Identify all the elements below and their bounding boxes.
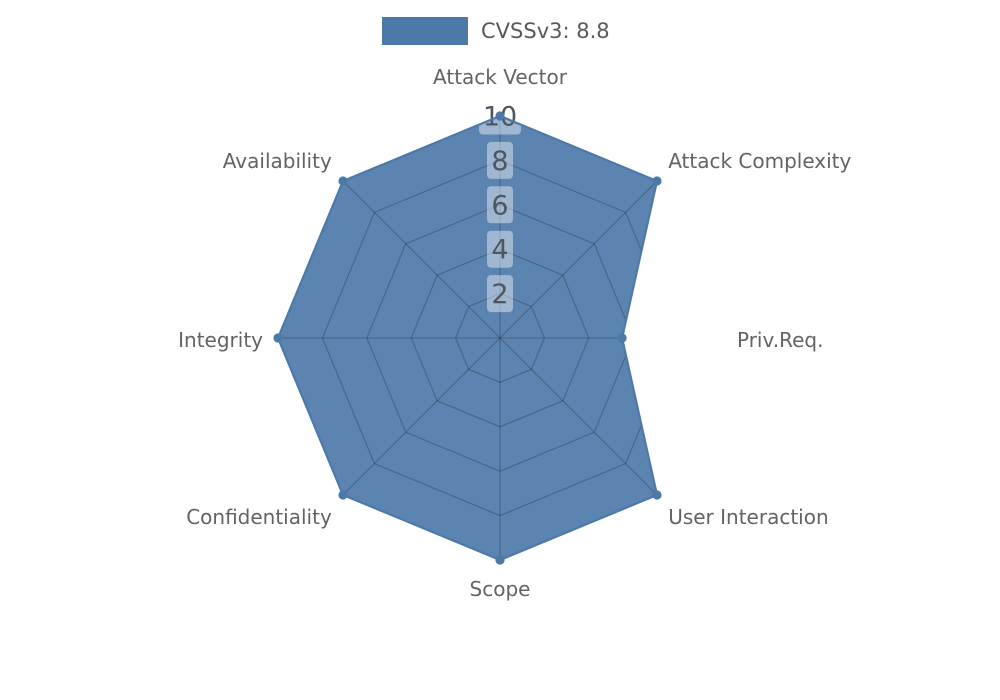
vertex-marker xyxy=(495,555,505,565)
grid-spoke xyxy=(499,337,657,496)
grid-ring xyxy=(410,248,590,428)
axis-label-confidentiality: Confidentiality xyxy=(186,505,332,529)
vertex-marker xyxy=(495,111,505,121)
axis-label-attack-vector: Attack Vector xyxy=(433,65,568,89)
vertex-marker xyxy=(273,333,283,343)
axis-label-availability: Availability xyxy=(223,149,332,173)
grid-ring xyxy=(455,293,545,383)
tick-label-box xyxy=(487,230,513,268)
tick-label: 6 xyxy=(491,190,508,221)
axis-label-priv-req: Priv.Req. xyxy=(737,328,823,352)
grid-spoke xyxy=(342,180,501,339)
axis-label-user-interaction: User Interaction xyxy=(668,505,828,529)
radar-fill-polygon xyxy=(278,116,657,560)
vertex-marker xyxy=(652,176,662,186)
vertex-marker xyxy=(652,490,662,500)
tick-label-box xyxy=(487,186,513,224)
grid-spoke xyxy=(342,337,501,496)
vertex-marker xyxy=(338,490,348,500)
axis-label-integrity: Integrity xyxy=(178,328,263,352)
tick-label: 2 xyxy=(491,279,508,310)
tick-label-box xyxy=(487,275,513,313)
legend-label: CVSSv3: 8.8 xyxy=(481,19,610,43)
tick-label: 8 xyxy=(491,146,508,177)
legend-swatch xyxy=(382,17,468,45)
tick-label-box xyxy=(487,141,513,179)
grid-ring xyxy=(366,204,634,472)
tick-label: 4 xyxy=(491,235,508,266)
vertex-marker xyxy=(338,176,348,186)
vertex-marker xyxy=(617,333,627,343)
axis-label-scope: Scope xyxy=(470,577,531,601)
grid-spoke xyxy=(499,180,657,339)
axis-label-attack-complexity: Attack Complexity xyxy=(668,149,851,173)
chart-legend: CVSSv3: 8.8 xyxy=(382,14,610,48)
